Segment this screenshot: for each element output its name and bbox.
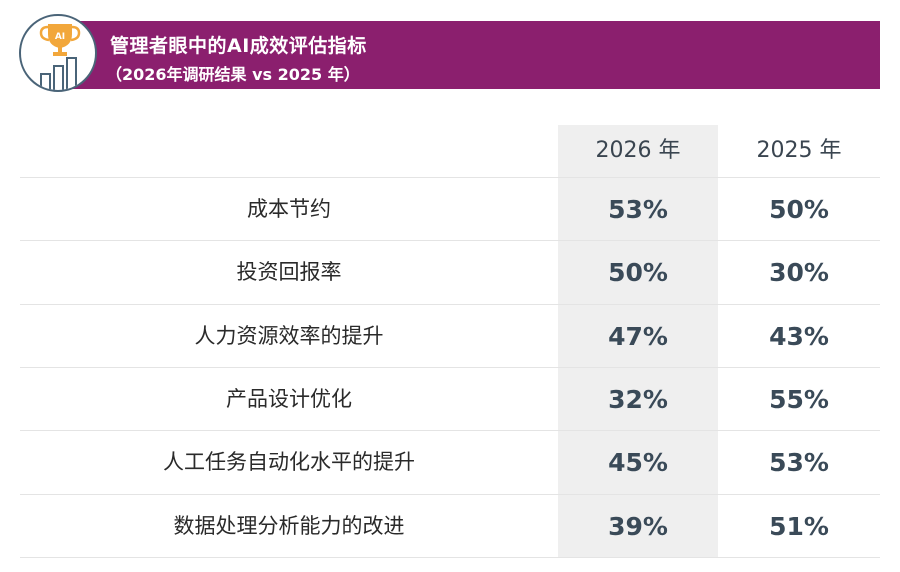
value-2026: 50% [608,258,668,288]
row-label: 产品设计优化 [226,386,352,411]
value-2026: 39% [608,511,668,541]
value-2025: 53% [769,448,829,478]
value-2026: 45% [608,448,668,478]
chart-title: 管理者眼中的AI成效评估指标 [110,35,367,57]
table-row: 人工任务自动化水平的提升 45% 53% [20,430,880,493]
value-2025: 30% [769,258,829,288]
column-header-2026: 2026 年 [595,138,681,163]
icon-text: AI [55,32,65,42]
value-2025: 43% [769,321,829,351]
value-2026: 47% [608,321,668,351]
chart-subtitle: （2026年调研结果 vs 2025 年） [106,65,360,84]
value-2025: 50% [769,195,829,224]
row-label: 人工任务自动化水平的提升 [163,450,415,475]
table-row: 人力资源效率的提升 47% 43% [20,303,880,367]
row-label: 投资回报率 [236,260,342,285]
table-bottom-border [20,557,880,558]
value-2026: 53% [608,195,668,224]
value-2026: 32% [608,384,668,414]
row-label: 数据处理分析能力的改进 [173,513,405,538]
table-row: 成本节约 53% 50% [20,177,880,240]
ai-trophy-bar-chart-icon: AI [19,14,97,92]
title-banner: 管理者眼中的AI成效评估指标 （2026年调研结果 vs 2025 年） [64,21,880,89]
row-label: 成本节约 [247,197,331,221]
row-label: 人力资源效率的提升 [194,323,384,348]
value-2025: 51% [769,511,829,541]
value-2025: 55% [769,384,829,414]
table-row: 投资回报率 50% 30% [20,240,880,303]
table-row: 产品设计优化 32% 55% [20,366,880,430]
highlight-column-2026 [558,125,718,557]
table-row: 数据处理分析能力的改进 39% 51% [20,493,880,557]
column-header-2025: 2025 年 [756,138,842,163]
